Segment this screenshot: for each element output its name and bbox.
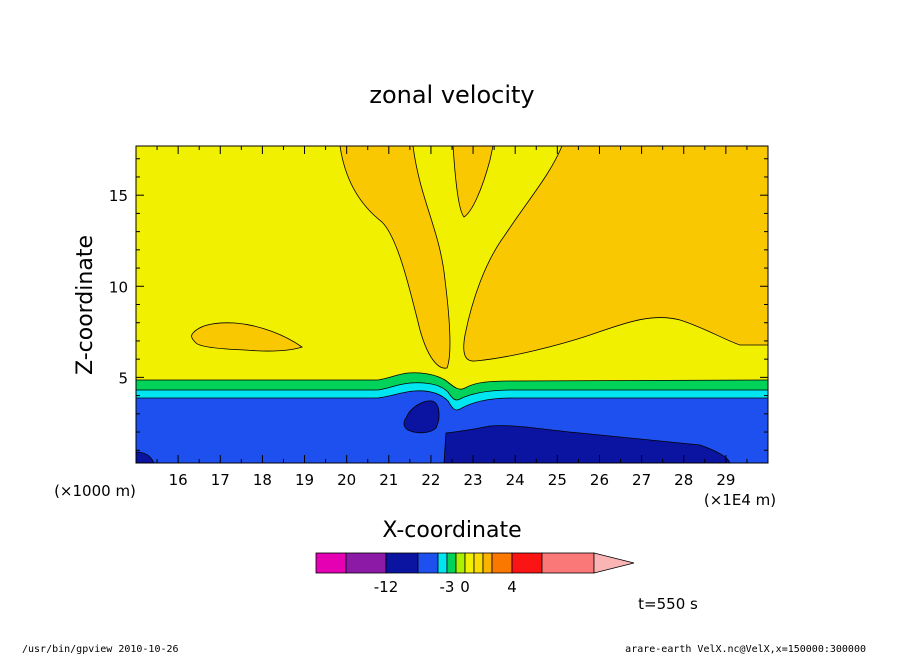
time-label: t=550 s [638,595,698,613]
footer-left: /usr/bin/gpview 2010-10-26 [22,644,179,654]
colorbar-segment [315,552,347,574]
x-tick-label: 26 [590,471,609,489]
colorbar-segment [345,552,387,574]
axes-group: 16 17 18 19 20 21 22 23 24 25 26 27 28 29 5 10 15 [109,146,769,489]
colorbar-segment [541,552,595,574]
x-tick-label: 23 [464,471,483,489]
contour-fill-layer [136,146,768,463]
fill-orange-upper-small [452,146,494,218]
fill-orange-left-blob [191,322,303,352]
fill-deep-blue-corner [136,451,155,463]
colorbar-tick-label: -12 [374,578,399,596]
x-tick-label: 20 [337,471,356,489]
colorbar-extension [593,552,635,574]
colorbar-segment [511,552,543,574]
x-units-label: (×1E4 m) [704,491,776,509]
fill-orange-upper-center [339,146,451,369]
x-tick-label: 22 [421,471,440,489]
x-tick-label: 25 [548,471,567,489]
x-tick-label: 29 [716,471,735,489]
fill-deep-blue-bottom [443,425,731,463]
colorbar [315,552,635,574]
x-tick-label: 28 [674,471,693,489]
y-axis-label: Z-coordinate [73,235,98,375]
colorbar-segment [464,552,475,574]
colorbar-segment [455,552,466,574]
x-tick-label: 21 [379,471,398,489]
x-tick-label: 17 [211,471,230,489]
colorbar-tick-label: 0 [460,578,470,596]
colorbar-tick-label: 4 [507,578,517,596]
colorbar-tick-label: -3 [440,578,455,596]
colorbar-ticks: -12 -3 0 4 [374,578,517,596]
y-units-label: (×1000 m) [54,482,136,500]
colorbar-segment [491,552,513,574]
colorbar-segment [482,552,493,574]
x-tick-label: 16 [169,471,188,489]
colorbar-segment [446,552,457,574]
chart-title: zonal velocity [369,81,534,109]
fill-deep-blue-core [403,400,440,434]
x-axis-label: X-coordinate [382,518,521,543]
colorbar-segment [417,552,439,574]
x-tick-label: 18 [253,471,272,489]
x-tick-label: 19 [295,471,314,489]
y-tick-label: 5 [118,369,128,387]
x-tick-label: 27 [632,471,651,489]
colorbar-segment [385,552,419,574]
x-tick-label: 24 [506,471,525,489]
fill-orange-upper-right [463,146,768,362]
y-tick-label: 15 [109,187,128,205]
footer-right: arare-earth_VelX.nc@VelX,x=150000:300000 [625,644,866,654]
y-tick-label: 10 [109,278,128,296]
colorbar-segment [437,552,448,574]
colorbar-segment [473,552,484,574]
